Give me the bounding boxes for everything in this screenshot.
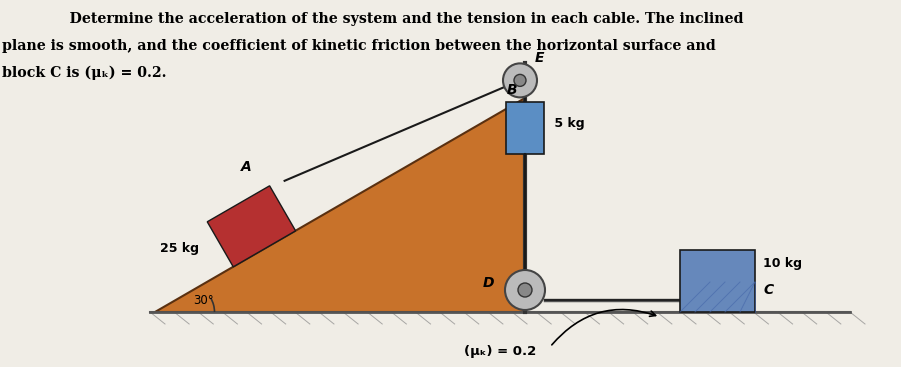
Polygon shape	[155, 98, 525, 312]
Text: (μₖ)⁣ = 0.2: (μₖ)⁣ = 0.2	[464, 345, 536, 358]
Text: plane is smooth, and the coefficient of kinetic friction between the horizontal : plane is smooth, and the coefficient of …	[2, 39, 715, 53]
Circle shape	[518, 283, 532, 297]
Circle shape	[503, 63, 537, 97]
Polygon shape	[207, 186, 296, 267]
Bar	[680, 250, 755, 312]
Text: Determine the acceleration of the system and the tension in each cable. The incl: Determine the acceleration of the system…	[50, 12, 743, 26]
Circle shape	[514, 75, 526, 86]
Text: D: D	[483, 276, 495, 290]
Text: A: A	[241, 160, 251, 174]
Text: block C is (μₖ)⁣ = 0.2.: block C is (μₖ)⁣ = 0.2.	[2, 66, 167, 80]
Bar	[506, 102, 544, 155]
Text: E: E	[535, 51, 544, 65]
Text: 25 kg: 25 kg	[160, 242, 199, 255]
Text: B: B	[507, 83, 518, 97]
Circle shape	[505, 270, 545, 310]
Text: C: C	[763, 283, 773, 297]
Text: 30°: 30°	[193, 294, 214, 307]
Text: 10 kg: 10 kg	[763, 257, 802, 270]
Text: 5 kg: 5 kg	[550, 117, 585, 130]
